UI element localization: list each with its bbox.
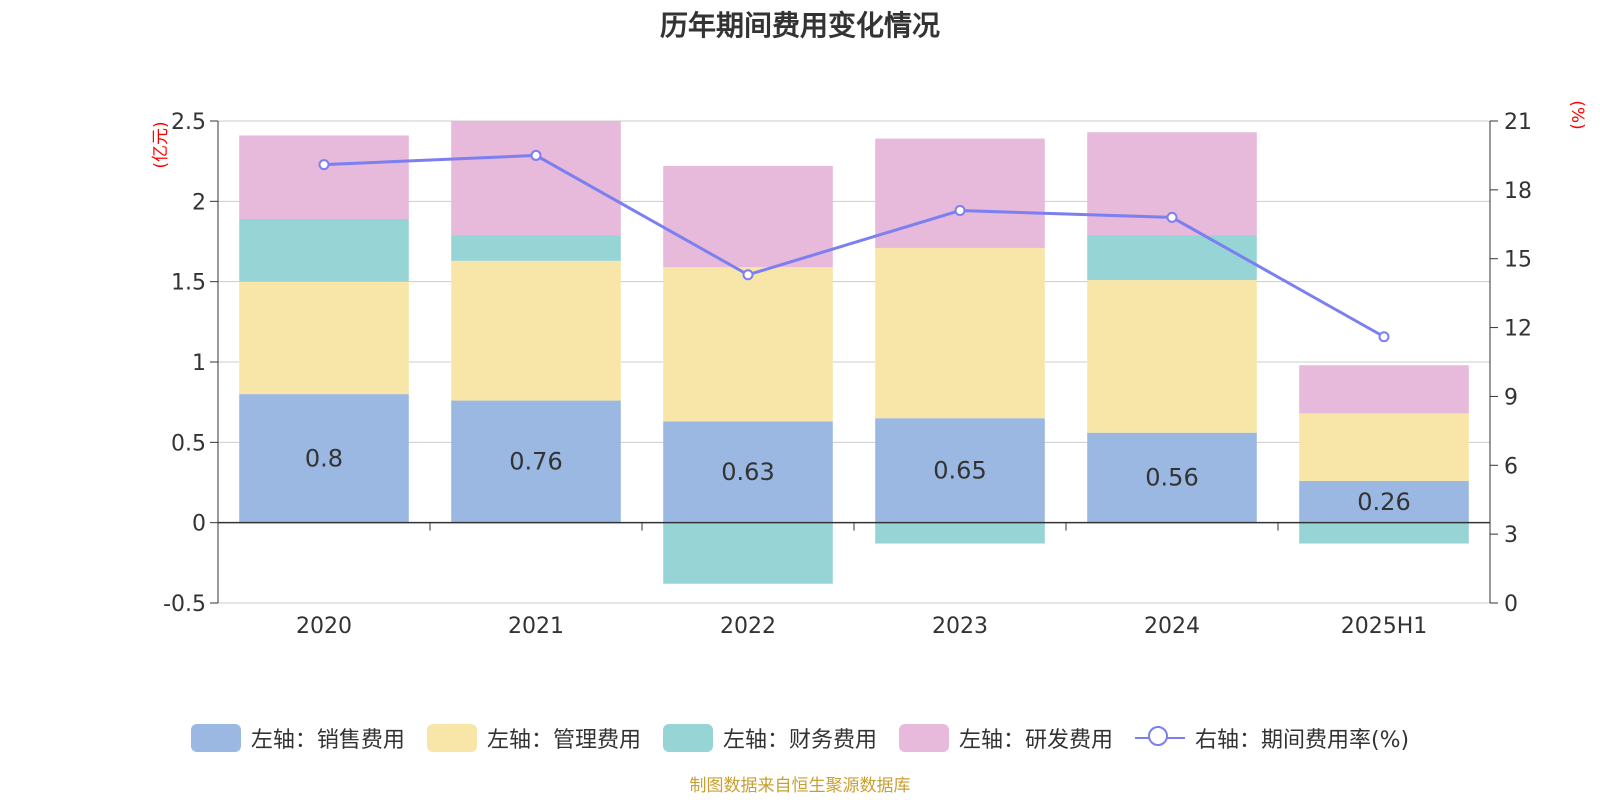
bar-finance bbox=[663, 522, 833, 584]
source-note: 制图数据来自恒生聚源数据库 bbox=[689, 776, 911, 796]
bar-finance bbox=[1087, 235, 1257, 281]
legend-item-rate[interactable]: 右轴：期间费用率(%) bbox=[1134, 722, 1410, 754]
bars bbox=[239, 121, 1469, 584]
x-tick-label: 2020 bbox=[296, 614, 352, 639]
x-tick-label: 2022 bbox=[720, 614, 776, 639]
bar-rnd bbox=[451, 121, 621, 236]
bar-admin bbox=[239, 281, 409, 395]
left-tick-label: 1 bbox=[192, 351, 206, 376]
legend-swatch-rnd bbox=[898, 724, 949, 752]
grid-lines bbox=[218, 120, 1490, 604]
x-tick-label: 2024 bbox=[1144, 614, 1200, 639]
legend-swatch-sales bbox=[190, 724, 241, 752]
x-tick-label: 2025H1 bbox=[1341, 614, 1428, 639]
rate-point bbox=[1166, 211, 1178, 223]
bar-sales bbox=[875, 418, 1045, 523]
right-tick-label: 3 bbox=[1504, 523, 1518, 548]
left-tick-label: 1.5 bbox=[171, 271, 206, 296]
left-axis-unit: (亿元) bbox=[151, 121, 171, 168]
right-axis-unit: (%) bbox=[1567, 100, 1587, 129]
data-label-sales: 0.63 bbox=[721, 458, 774, 486]
legend-item-admin[interactable]: 左轴：管理费用 bbox=[426, 722, 641, 754]
rate-point bbox=[1378, 331, 1390, 343]
data-label-sales: 0.26 bbox=[1357, 488, 1410, 516]
bar-admin bbox=[1087, 280, 1257, 433]
rate-polyline bbox=[323, 153, 1385, 339]
legend: 左轴：销售费用 左轴：管理费用 左轴：财务费用 左轴：研发费用 右轴：期间费用率… bbox=[0, 722, 1600, 754]
right-tick-label: 6 bbox=[1504, 454, 1518, 479]
bar-finance bbox=[875, 522, 1045, 544]
legend-line-rate-icon bbox=[1134, 724, 1185, 752]
bar-rnd bbox=[875, 138, 1045, 248]
bar-admin bbox=[663, 267, 833, 422]
left-tick-label: -0.5 bbox=[163, 592, 206, 617]
bar-rnd bbox=[663, 165, 833, 268]
bar-sales bbox=[1299, 480, 1469, 523]
rate-point bbox=[318, 159, 330, 171]
left-tick-label: 0 bbox=[192, 512, 206, 537]
left-tick-label: 2 bbox=[192, 190, 206, 215]
legend-label-rate: 右轴：期间费用率(%) bbox=[1194, 728, 1410, 753]
bar-admin bbox=[1299, 413, 1469, 481]
legend-item-rnd[interactable]: 左轴：研发费用 bbox=[898, 722, 1113, 754]
chart-plot: 2.5 2 1.5 1 0.5 0 -0.5 21 18 15 12 9 6 3 0 (亿元) (%) 2020 2… bbox=[151, 100, 1587, 639]
bar-rnd bbox=[1299, 365, 1469, 414]
rate-point bbox=[530, 149, 542, 161]
right-tick-label: 15 bbox=[1504, 248, 1532, 273]
x-tick-label: 2023 bbox=[932, 614, 988, 639]
bar-finance bbox=[239, 219, 409, 282]
chart-title: 历年期间费用变化情况 bbox=[659, 9, 940, 42]
rate-point bbox=[954, 205, 966, 217]
legend-swatch-finance bbox=[662, 724, 713, 752]
legend-swatch-admin bbox=[426, 724, 477, 752]
legend-label-sales: 左轴：销售费用 bbox=[250, 728, 405, 753]
bar-admin bbox=[451, 260, 621, 401]
bar-sales bbox=[239, 394, 409, 523]
legend-label-finance: 左轴：财务费用 bbox=[722, 728, 877, 753]
right-tick-label: 0 bbox=[1504, 592, 1518, 617]
data-label-sales: 0.65 bbox=[933, 456, 986, 484]
data-label-sales: 0.56 bbox=[1145, 464, 1198, 492]
bar-finance bbox=[1299, 522, 1469, 544]
legend-item-sales[interactable]: 左轴：销售费用 bbox=[190, 722, 405, 754]
right-tick-label: 9 bbox=[1504, 385, 1518, 410]
legend-label-rnd: 左轴：研发费用 bbox=[958, 728, 1113, 753]
bar-finance bbox=[451, 235, 621, 261]
rate-line bbox=[318, 149, 1390, 343]
left-tick-label: 0.5 bbox=[171, 431, 206, 456]
bar-admin bbox=[875, 247, 1045, 419]
bar-rnd bbox=[239, 135, 409, 220]
x-tick-label: 2021 bbox=[508, 614, 564, 639]
data-label-sales: 0.8 bbox=[305, 444, 343, 472]
bar-sales bbox=[1087, 432, 1257, 523]
bar-sales bbox=[663, 421, 833, 523]
data-label-sales: 0.76 bbox=[509, 448, 562, 476]
bar-sales bbox=[451, 400, 621, 523]
right-tick-label: 21 bbox=[1504, 110, 1532, 135]
right-tick-label: 18 bbox=[1504, 179, 1532, 204]
legend-item-finance[interactable]: 左轴：财务费用 bbox=[662, 722, 877, 754]
axes: 2.5 2 1.5 1 0.5 0 -0.5 21 18 15 12 9 6 3 0 (亿元) (%) 2020 2… bbox=[151, 100, 1587, 639]
rate-point bbox=[742, 269, 754, 281]
right-tick-label: 12 bbox=[1504, 317, 1532, 342]
legend-label-admin: 左轴：管理费用 bbox=[486, 728, 641, 753]
data-labels: 0.8 0.76 0.63 0.65 0.56 0.26 bbox=[305, 444, 1411, 515]
left-tick-label: 2.5 bbox=[171, 110, 206, 135]
